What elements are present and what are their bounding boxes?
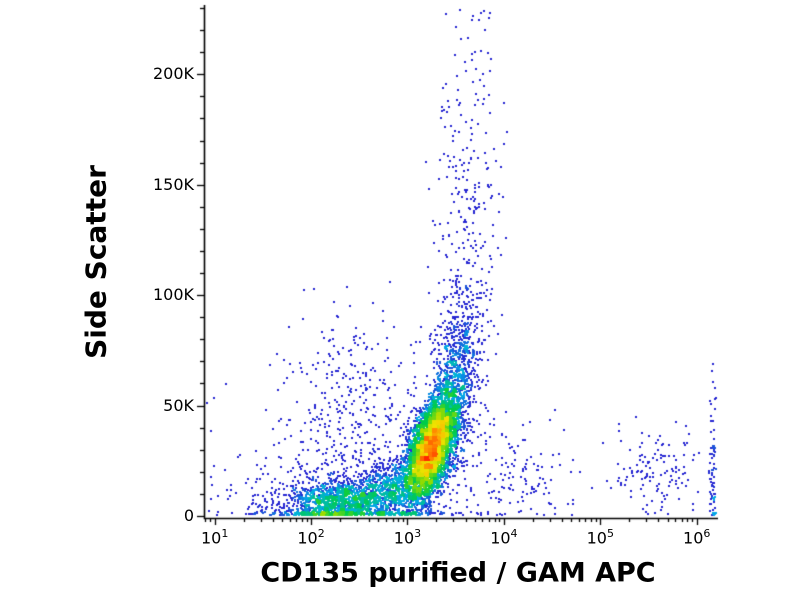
y-tick-label-200K: 200K [152,64,194,84]
x-tick-label-10e5: 105 [586,527,614,548]
x-tick-label-10e6: 106 [683,527,711,548]
x-tick-label-10e2: 102 [297,527,325,548]
x-axis-title: CD135 purified / GAM APC [260,557,656,589]
y-axis-title: Side Scatter [79,165,113,359]
x-tick-label-10e3: 103 [393,527,422,548]
y-tick-label-50K: 50K [163,395,194,415]
y-tick-label-100K: 100K [152,285,194,305]
y-tick-label-0: 0 [183,506,194,525]
x-tick-label-10e1: 101 [200,527,229,548]
y-tick-label-150K: 150K [152,174,194,194]
x-tick-label-10e4: 104 [490,527,518,548]
